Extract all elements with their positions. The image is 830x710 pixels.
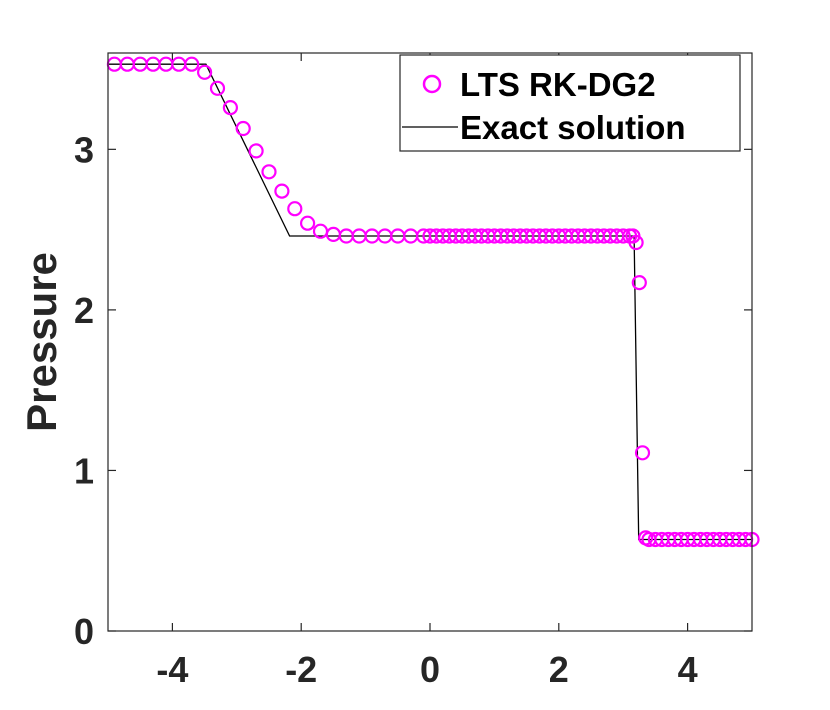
x-tick-label: 2 [549, 649, 569, 690]
y-tick-label: 1 [74, 450, 94, 491]
y-tick-label: 2 [74, 290, 94, 331]
y-tick-label: 3 [74, 129, 94, 170]
x-tick-label: 4 [678, 649, 698, 690]
y-axis-label: Pressure [18, 252, 65, 432]
data-point [628, 234, 644, 251]
y-tick-label: 0 [74, 611, 94, 652]
x-tick-label: 0 [420, 649, 440, 690]
data-point [222, 99, 238, 116]
data-point [235, 120, 251, 137]
data-point [631, 275, 647, 291]
data-point [184, 56, 200, 72]
x-tick-label: -2 [285, 649, 317, 690]
legend-label-exact: Exact solution [460, 109, 686, 146]
legend: LTS RK-DG2 Exact solution [399, 54, 741, 152]
legend-label-lts: LTS RK-DG2 [460, 66, 656, 103]
data-point [197, 64, 213, 80]
tick-labels: -4 -2 0 2 4 0 1 2 3 [74, 129, 698, 690]
data-point [274, 183, 290, 199]
data-point [300, 215, 316, 231]
plot-frame [107, 52, 753, 632]
marker-layer [106, 56, 760, 548]
legend-box [399, 54, 741, 152]
data-point [209, 80, 226, 96]
data-point [634, 445, 651, 461]
x-tick-label: -4 [156, 649, 188, 690]
legend-marker-icon [422, 74, 442, 94]
data-point [261, 164, 277, 180]
data-point [248, 143, 264, 159]
data-point [615, 228, 631, 244]
data-point [287, 201, 303, 217]
